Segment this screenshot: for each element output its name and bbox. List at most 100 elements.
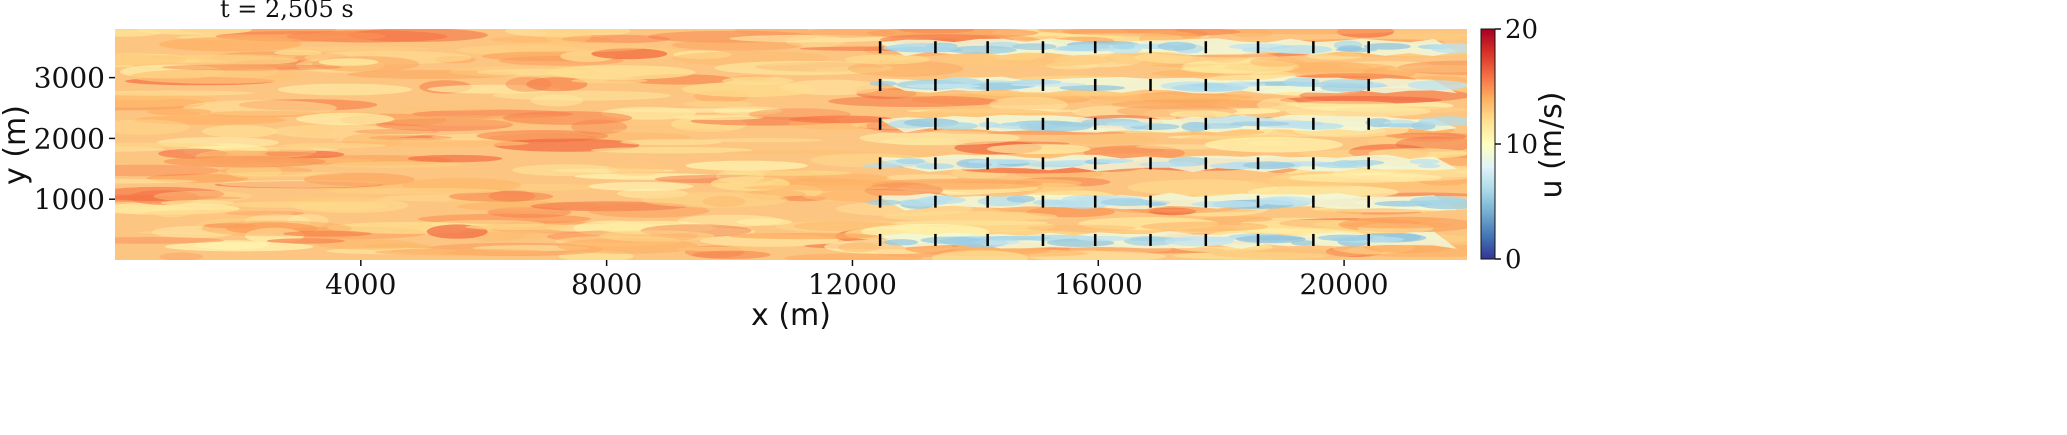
wake-core <box>1236 235 1306 244</box>
field-blob <box>677 214 784 227</box>
field-blob <box>149 54 297 60</box>
field-blob <box>723 150 885 155</box>
field-blob <box>1078 217 1219 231</box>
field-blob <box>283 46 430 52</box>
field-blob <box>743 185 889 191</box>
wake-core <box>1417 163 1441 169</box>
wake-core <box>1139 161 1199 168</box>
field-blob <box>844 54 930 65</box>
turbine-markers <box>878 41 1370 246</box>
field-blob <box>533 29 629 34</box>
field-blob <box>281 143 388 149</box>
wake-core <box>1337 45 1363 52</box>
wake-core <box>1320 79 1374 87</box>
field-blob <box>561 203 638 208</box>
field-blob <box>595 220 713 235</box>
field-blob <box>1335 106 1467 113</box>
field-blob <box>115 206 223 213</box>
wake-core <box>1012 43 1057 51</box>
field-blob <box>146 173 249 183</box>
wake-core <box>968 159 1041 165</box>
field-blob <box>318 58 379 66</box>
field-blob <box>129 69 303 84</box>
field-blob <box>683 100 753 108</box>
field-blob <box>1104 50 1193 66</box>
field-blob <box>226 164 282 179</box>
wake-core <box>1430 43 1467 54</box>
field-blob <box>115 92 183 101</box>
wake-core <box>883 239 919 246</box>
wake-core <box>1164 236 1234 247</box>
wake-core <box>1191 200 1265 208</box>
field-blob <box>325 187 501 195</box>
field-blob <box>587 203 710 218</box>
x-tick-label: 20000 <box>1300 268 1389 301</box>
y-tick-label: 3000 <box>34 62 105 95</box>
field-blob <box>735 29 809 37</box>
wake-core <box>1407 80 1467 90</box>
y-axis: 1000 2000 3000 <box>34 62 115 216</box>
field-blob <box>932 250 1028 260</box>
field-blob <box>489 35 614 44</box>
wake-core <box>1032 199 1065 206</box>
field-blob <box>828 95 999 108</box>
field-blob <box>115 186 225 202</box>
field-blob <box>161 64 342 71</box>
field-blob <box>724 170 852 176</box>
field-blob <box>574 173 721 180</box>
field-blob <box>1211 248 1363 259</box>
field-blob <box>671 39 803 51</box>
field-blob <box>784 34 847 47</box>
field-blob <box>376 118 514 132</box>
field-blob <box>449 66 597 78</box>
field-blob <box>115 146 165 152</box>
field-blob <box>1059 134 1158 145</box>
field-blob <box>407 154 503 163</box>
field-blob <box>266 238 345 244</box>
wake-core <box>1268 45 1333 54</box>
y-tick-label: 2000 <box>34 122 105 155</box>
y-tick-label: 1000 <box>34 183 105 216</box>
wake-core <box>1106 121 1151 127</box>
field-blob <box>283 230 372 237</box>
wake-core <box>1317 234 1373 242</box>
colorbar-label: u (m/s) <box>1534 92 1569 199</box>
field-blob <box>427 84 561 94</box>
wake-core <box>1396 200 1460 205</box>
field-blob <box>136 29 252 35</box>
wake-core <box>1242 161 1295 169</box>
wake-core <box>887 43 959 53</box>
field-blob <box>530 94 584 107</box>
field-blob <box>677 246 770 252</box>
field-blob <box>504 29 631 38</box>
field-blob <box>859 130 1020 146</box>
field-blob <box>115 142 220 148</box>
field-blob <box>1285 105 1431 118</box>
field-blob <box>295 201 387 211</box>
wake-core <box>1224 81 1266 87</box>
wake-core <box>1363 43 1411 50</box>
field-blob <box>354 129 440 135</box>
field-blob <box>465 223 573 231</box>
wake-core <box>906 83 981 89</box>
field-blob <box>417 213 592 225</box>
wake-core <box>1056 45 1102 51</box>
field-blob <box>986 143 1091 155</box>
wake-core <box>1157 41 1197 51</box>
field-blob <box>1249 57 1305 67</box>
field-blob <box>611 128 732 133</box>
field-blob <box>714 60 893 76</box>
field-blob <box>286 195 378 204</box>
field-blob <box>296 112 395 125</box>
field-blob <box>115 237 224 244</box>
field-blob <box>1341 221 1451 229</box>
field-blob <box>692 250 771 259</box>
field-blob <box>1089 94 1254 109</box>
wake-core <box>1090 158 1134 163</box>
field-blob <box>115 119 190 135</box>
wake-core <box>869 80 898 87</box>
field-blob <box>225 210 304 216</box>
field-blob <box>545 29 592 44</box>
colorbar-tick-label: 0 <box>1505 245 1522 275</box>
wake-core <box>866 199 902 206</box>
